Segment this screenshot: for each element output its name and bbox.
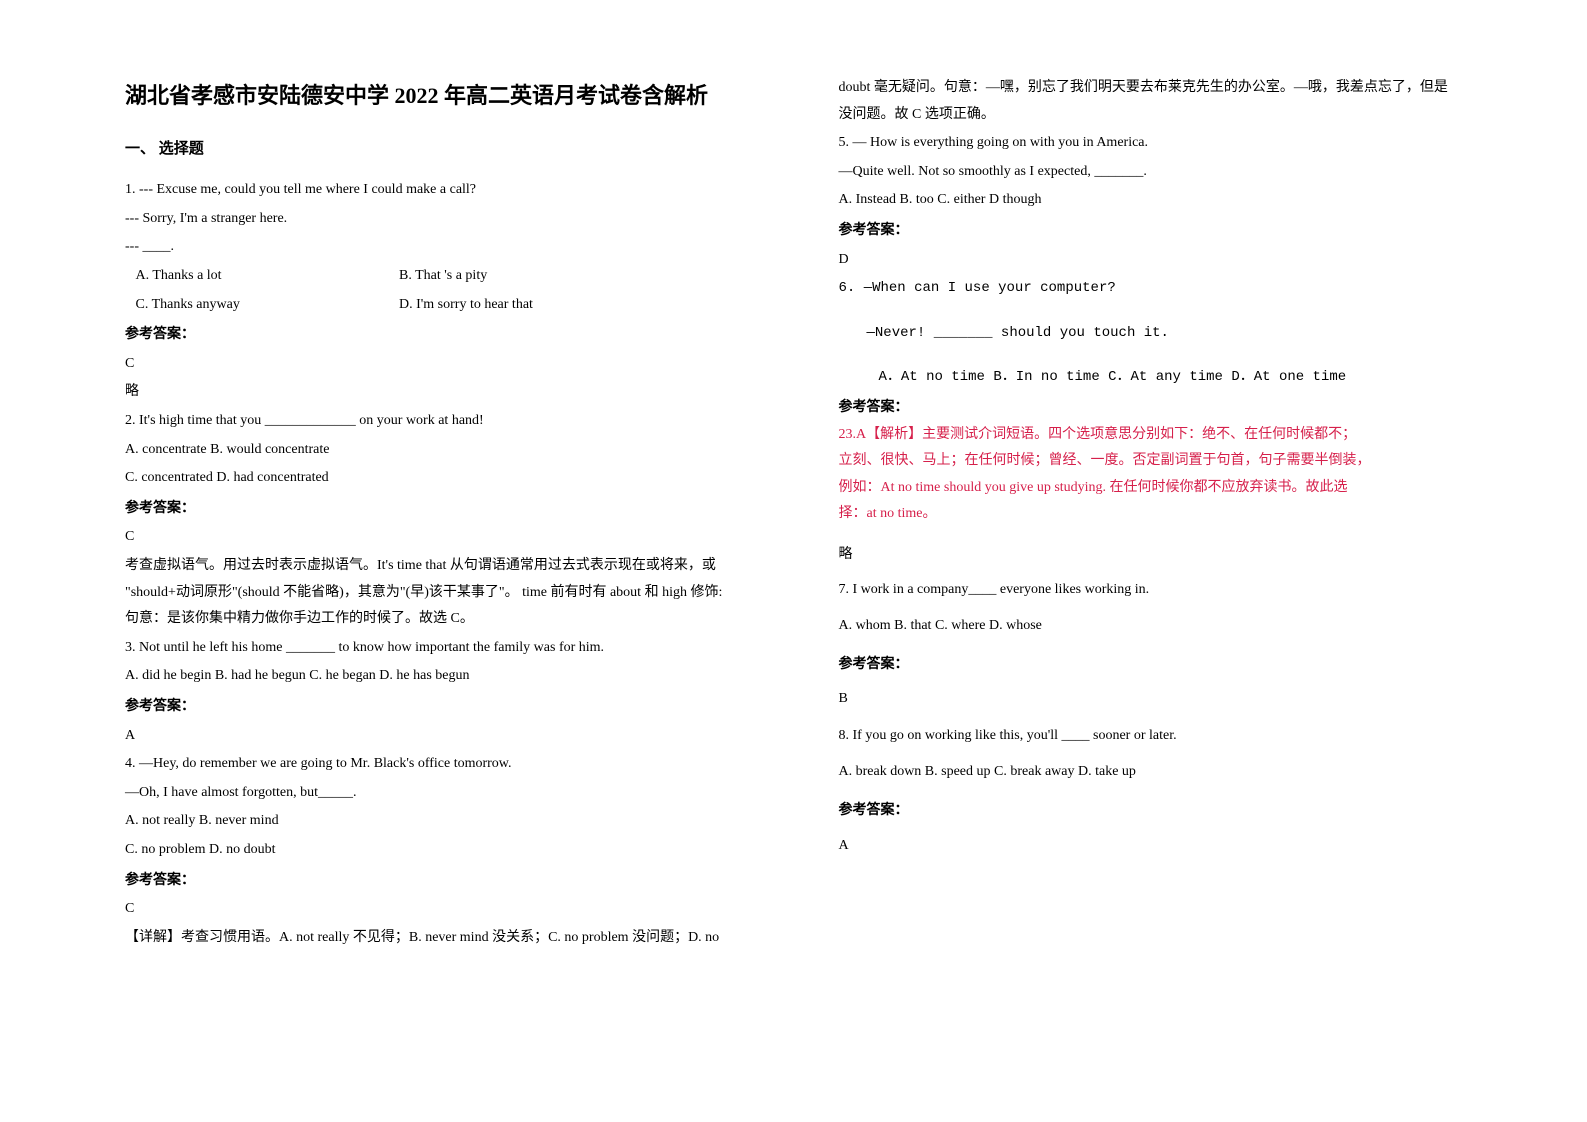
q5-line2: —Quite well. Not so smoothly as I expect… <box>839 159 1503 186</box>
left-column: 湖北省孝感市安陆德安中学 2022 年高二英语月考试卷含解析 一、 选择题 1.… <box>100 75 814 1082</box>
q5-answer-label: 参考答案： <box>839 218 1503 245</box>
q7-line1: 7. I work in a company____ everyone like… <box>839 577 1503 604</box>
q4-cont2: 没问题。故 C 选项正确。 <box>839 102 1503 129</box>
q8-opts: A. break down B. speed up C. break away … <box>839 759 1503 786</box>
q1-optD: D. I'm sorry to hear that <box>399 297 533 312</box>
q6-red2: 立刻、很快、马上；在任何时候；曾经、一度。否定副词置于句首，句子需要半倒装， <box>839 448 1503 475</box>
q4-cont1: doubt 毫无疑问。句意：—嘿，别忘了我们明天要去布莱克先生的办公室。—哦，我… <box>839 75 1503 102</box>
q2-answer: C <box>125 524 789 551</box>
q1-answer: C <box>125 351 789 378</box>
exam-page: 湖北省孝感市安陆德安中学 2022 年高二英语月考试卷含解析 一、 选择题 1.… <box>0 0 1587 1122</box>
q4-answer: C <box>125 896 789 923</box>
q4-exp: 【详解】考查习惯用语。A. not really 不见得；B. never mi… <box>125 925 789 952</box>
q2-opts1: A. concentrate B. would concentrate <box>125 437 789 464</box>
q2-exp1: 考查虚拟语气。用过去时表示虚拟语气。It's time that 从句谓语通常用… <box>125 553 789 580</box>
q4-opts2: C. no problem D. no doubt <box>125 837 789 864</box>
q6-red3: 例如：At no time should you give up studyin… <box>839 475 1503 502</box>
q3-line1: 3. Not until he left his home _______ to… <box>125 635 789 662</box>
q6-red1: 23.A【解析】主要测试介词短语。四个选项意思分别如下：绝不、在任何时候都不； <box>839 422 1503 449</box>
q3-opts: A. did he begin B. had he begun C. he be… <box>125 663 789 690</box>
q4-line1: 4. —Hey, do remember we are going to Mr.… <box>125 751 789 778</box>
q5-line1: 5. — How is everything going on with you… <box>839 130 1503 157</box>
q6-exp: 略 <box>839 542 1503 569</box>
q7-answer-label: 参考答案： <box>839 652 1503 679</box>
q1-answer-label: 参考答案： <box>125 322 789 349</box>
q1-line3: --- ____. <box>125 234 789 261</box>
q8-line1: 8. If you go on working like this, you'l… <box>839 723 1503 750</box>
q2-exp2: "should+动词原形"(should 不能省略)，其意为"(早)该干某事了"… <box>125 580 789 607</box>
q2-exp3: 句意：是该你集中精力做你手边工作的时候了。故选 C。 <box>125 606 789 633</box>
q1-options-row2: C. Thanks anyway D. I'm sorry to hear th… <box>125 292 789 319</box>
q2-line1: 2. It's high time that you _____________… <box>125 408 789 435</box>
q7-opts: A. whom B. that C. where D. whose <box>839 613 1503 640</box>
q6-red4: 择：at no time。 <box>839 501 1503 528</box>
q4-answer-label: 参考答案： <box>125 868 789 895</box>
q3-answer-label: 参考答案： <box>125 694 789 721</box>
q6-answer-label: 参考答案： <box>839 395 1503 422</box>
q7-answer: B <box>839 686 1503 713</box>
q8-answer-label: 参考答案： <box>839 798 1503 825</box>
q1-optA: A. Thanks a lot <box>136 263 396 290</box>
q2-answer-label: 参考答案： <box>125 496 789 523</box>
q6-line1: 6. —When can I use your computer? <box>839 275 1503 302</box>
q3-answer: A <box>125 723 789 750</box>
page-title: 湖北省孝感市安陆德安中学 2022 年高二英语月考试卷含解析 <box>125 75 789 117</box>
q1-optB: B. That 's a pity <box>399 268 487 283</box>
q4-opts1: A. not really B. never mind <box>125 808 789 835</box>
section-header: 一、 选择题 <box>125 135 789 164</box>
q2-opts2: C. concentrated D. had concentrated <box>125 465 789 492</box>
q4-line2: —Oh, I have almost forgotten, but_____. <box>125 780 789 807</box>
q1-options-row1: A. Thanks a lot B. That 's a pity <box>125 263 789 290</box>
q1-line2: --- Sorry, I'm a stranger here. <box>125 206 789 233</box>
q5-opts: A. Instead B. too C. either D though <box>839 187 1503 214</box>
right-column: doubt 毫无疑问。句意：—嘿，别忘了我们明天要去布莱克先生的办公室。—哦，我… <box>814 75 1528 1082</box>
q6-opts: A．At no time B．In no time C．At any time … <box>839 364 1503 391</box>
q1-line1: 1. --- Excuse me, could you tell me wher… <box>125 177 789 204</box>
q1-explain: 略 <box>125 379 789 406</box>
q6-line2: —Never! _______ should you touch it. <box>839 320 1503 347</box>
q8-answer: A <box>839 833 1503 860</box>
q1-optC: C. Thanks anyway <box>136 292 396 319</box>
q5-answer: D <box>839 247 1503 274</box>
